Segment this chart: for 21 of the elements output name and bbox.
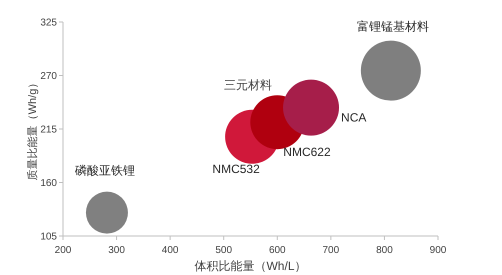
x-tick-label: 800	[376, 245, 394, 256]
x-tick-label: 700	[322, 245, 340, 256]
series-label: 富锂锰基材料	[356, 20, 429, 34]
y-tick-label: 215	[40, 124, 58, 136]
y-tick-label: 270	[40, 71, 58, 82]
x-tick-label: 200	[54, 245, 72, 256]
x-tick-label: 500	[215, 245, 232, 256]
y-tick-label: 105	[40, 232, 58, 242]
y-tick-label: 325	[40, 18, 58, 28]
x-tick-label: 400	[162, 245, 179, 256]
x-tick-label: 900	[430, 245, 447, 256]
series-label: 磷酸亚铁锂	[74, 164, 135, 178]
series-label: NCA	[341, 110, 366, 125]
x-tick-label: 600	[268, 245, 286, 256]
series-label: NMC532	[212, 162, 260, 176]
y-tick-label: 160	[40, 178, 58, 189]
series-label: NMC622	[283, 145, 331, 160]
x-tick-label: 300	[108, 245, 126, 256]
x-axis-title: 体积比能量（Wh/L）	[194, 259, 307, 273]
y-axis-title: 质量比能量（Wh/g）	[26, 78, 39, 180]
annotation: 三元材料	[224, 78, 272, 92]
